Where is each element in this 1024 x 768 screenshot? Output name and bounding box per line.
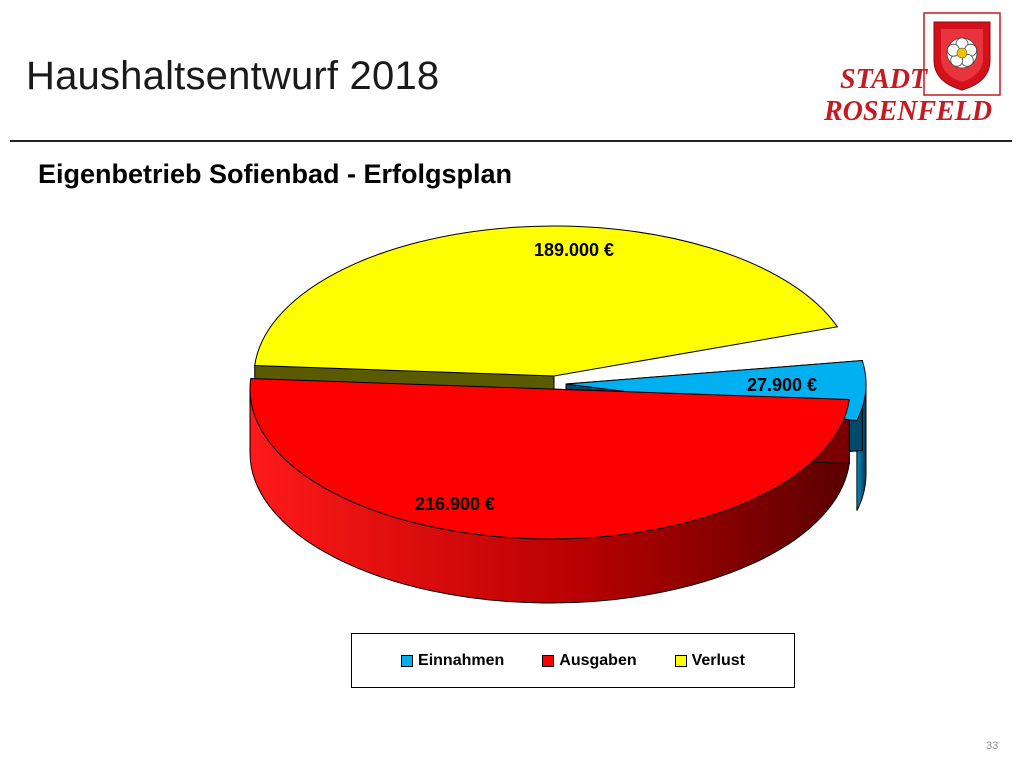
legend-swatch-einnahmen bbox=[401, 654, 414, 667]
chart-legend: Einnahmen Ausgaben Verlust bbox=[351, 633, 795, 688]
pie-slice-verlust bbox=[254, 225, 839, 377]
legend-label-einnahmen: Einnahmen bbox=[418, 651, 505, 669]
data-label-einnahmen: 27.900 € bbox=[747, 375, 817, 395]
legend-item-einnahmen: Einnahmen bbox=[401, 652, 504, 670]
legend-item-verlust: Verlust bbox=[674, 651, 745, 670]
page-number: 33 bbox=[986, 740, 999, 752]
rose-shield-icon bbox=[923, 12, 1001, 96]
logo-text-line1: STADT bbox=[840, 64, 929, 95]
stadt-rosenfeld-logo: STADT ROSENFELD bbox=[823, 12, 1001, 127]
legend-label-ausgaben: Ausgaben bbox=[559, 651, 637, 669]
data-label-ausgaben: 216.900 € bbox=[415, 494, 495, 514]
pie-tops bbox=[249, 225, 867, 540]
data-label-verlust: 189.000 € bbox=[534, 240, 614, 260]
slide-title: Haushaltsentwurf 2018 bbox=[26, 54, 440, 98]
legend-swatch-verlust bbox=[674, 654, 687, 667]
chart-subtitle: Eigenbetrieb Sofienbad - Erfolgsplan bbox=[38, 159, 513, 189]
pie-slice-ausgaben bbox=[249, 378, 850, 540]
pie-data-labels: 27.900 € 216.900 € 189.000 € bbox=[415, 240, 817, 514]
legend-label-verlust: Verlust bbox=[691, 651, 745, 669]
logo-text-line2: ROSENFELD bbox=[823, 96, 992, 127]
legend-swatch-ausgaben bbox=[542, 654, 555, 667]
legend-item-ausgaben: Ausgaben bbox=[542, 651, 637, 670]
title-divider bbox=[10, 140, 1012, 142]
